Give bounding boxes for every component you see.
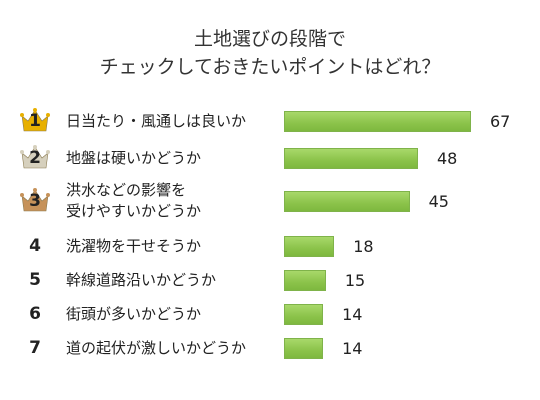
data-label: 67 bbox=[490, 112, 511, 131]
data-label: 45 bbox=[428, 192, 449, 211]
rank-number: 1 bbox=[29, 111, 41, 131]
data-label: 14 bbox=[342, 305, 363, 324]
rank-number: 3 bbox=[29, 191, 41, 211]
rank-badge: 7 bbox=[20, 335, 50, 361]
rank-number: 2 bbox=[29, 148, 41, 168]
chart-title-line-1: 土地選びの段階で bbox=[193, 28, 346, 50]
category-label: 洪水などの影響を 受けやすいかどうか bbox=[66, 181, 202, 220]
rank-number: 7 bbox=[29, 338, 41, 358]
category-label: 洗濯物を干せそうか bbox=[66, 236, 202, 255]
rank-badge: 6 bbox=[20, 301, 50, 327]
bar bbox=[284, 236, 335, 257]
rank-badge: 5 bbox=[20, 267, 50, 293]
rank-number: 4 bbox=[29, 236, 41, 256]
category-label: 地盤は硬いかどうか bbox=[66, 148, 202, 167]
rank-number: 6 bbox=[29, 304, 41, 324]
data-label: 48 bbox=[436, 149, 458, 168]
chart-title-line-2: チェックしておきたいポイントはどれ？ bbox=[99, 56, 441, 78]
rank-badge: 2 bbox=[20, 145, 50, 171]
category-label: 幹線道路沿いかどうか bbox=[66, 270, 217, 289]
bar bbox=[284, 191, 410, 212]
data-label: 18 bbox=[353, 237, 374, 256]
gold-crown-icon bbox=[20, 108, 50, 132]
category-label: 道の起伏が激しいかどうか bbox=[66, 338, 247, 357]
data-label: 15 bbox=[344, 271, 366, 290]
rank-number: 5 bbox=[29, 270, 41, 290]
rank-badge: 3 bbox=[20, 188, 50, 214]
bar bbox=[284, 338, 324, 359]
bar bbox=[284, 304, 324, 325]
bar bbox=[284, 111, 471, 132]
category-label: 日当たり・風通しは良いか bbox=[66, 111, 247, 130]
rank-badge: 4 bbox=[20, 233, 50, 259]
bar bbox=[284, 148, 418, 169]
category-label: 街頭が多いかどうか bbox=[66, 304, 202, 323]
bar bbox=[284, 270, 326, 291]
bronze-crown-icon bbox=[20, 188, 50, 212]
silver-crown-icon bbox=[20, 145, 50, 169]
data-label: 14 bbox=[342, 339, 363, 358]
rank-badge: 1 bbox=[20, 108, 50, 134]
